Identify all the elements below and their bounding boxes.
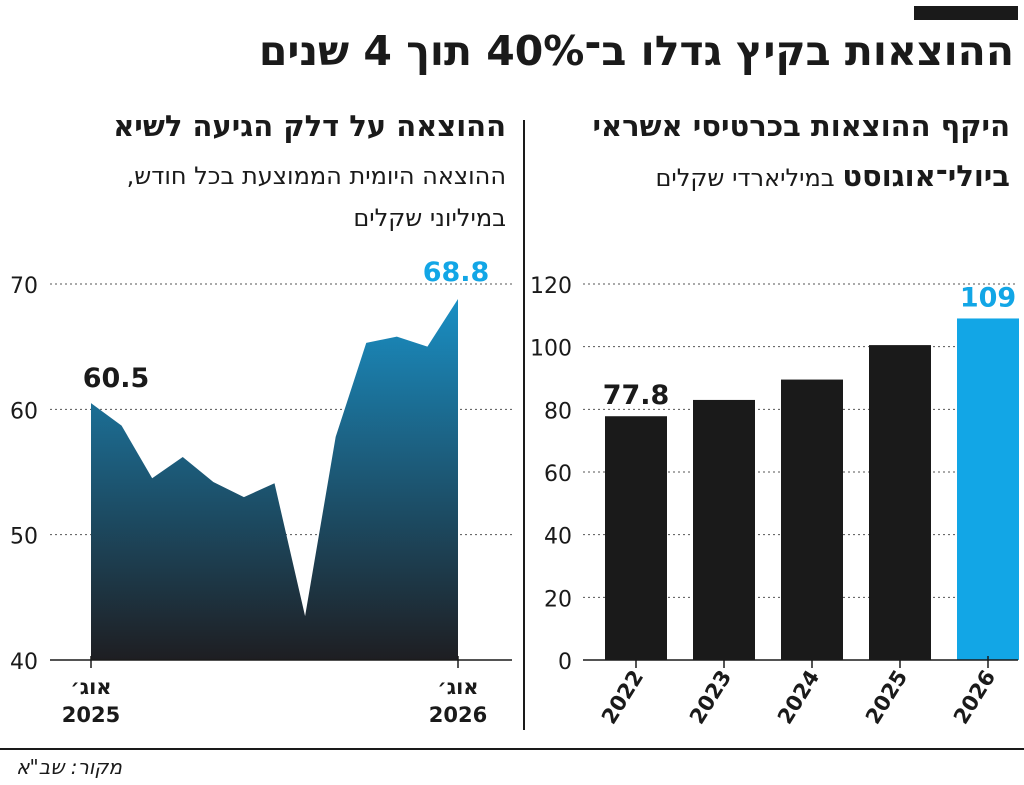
fuel-x-tick-label-year: 2026	[429, 703, 487, 727]
page-title: ההוצאות בקיץ גדלו ב־40% תוך 4 שנים	[258, 27, 1014, 75]
credit-bar	[693, 399, 755, 660]
fuel-chart-title: ההוצאה על דלק הגיעה לשיא	[113, 109, 506, 143]
credit-x-tick-label: 2026	[949, 666, 1000, 728]
credit-chart-title: היקף ההוצאות בכרטיסי אשראי	[592, 109, 1010, 143]
fuel-y-tick-label: 50	[10, 525, 38, 550]
fuel-chart-subtitle: ההוצאה היומית הממוצעת בכל חודש, במיליוני…	[127, 155, 506, 239]
credit-y-tick-label: 20	[544, 587, 572, 612]
fuel-data-point	[365, 342, 367, 344]
fuel-area-series	[91, 299, 458, 660]
fuel-data-point	[212, 481, 214, 483]
fuel-x-tick-label-month: אוג׳	[437, 675, 478, 699]
credit-data-label: 77.8	[603, 380, 670, 411]
credit-x-tick-label: 2023	[685, 666, 736, 728]
credit-bar	[869, 345, 931, 660]
top-accent-bar	[914, 6, 1018, 20]
credit-bar-chart: 0 20 40 60 80 100 120 2022 2023 2024 2025 2026 77.8 1…	[530, 274, 1019, 728]
credit-x-tick-label: 2024	[773, 666, 824, 728]
fuel-x-tick-label-year: 2025	[62, 703, 120, 727]
fuel-x-tick-label-month: אוג׳	[70, 675, 111, 699]
credit-bar	[605, 416, 667, 660]
fuel-data-label: 68.8	[423, 257, 490, 288]
fuel-data-point	[334, 436, 336, 438]
fuel-data-point	[304, 615, 306, 617]
fuel-data-point	[457, 298, 459, 300]
fuel-data-point	[120, 424, 122, 426]
footer-rule	[0, 748, 1024, 750]
credit-y-tick-label: 80	[544, 399, 572, 424]
credit-chart-subtitle-rest: במיליארדי שקלים	[655, 164, 843, 192]
source-note: מקור: שב"א	[16, 755, 122, 779]
fuel-y-tick-label: 60	[10, 399, 38, 424]
credit-y-tick-label: 120	[530, 274, 572, 299]
fuel-y-tick-label: 40	[10, 650, 38, 675]
credit-y-tick-label: 100	[530, 337, 572, 362]
fuel-data-point	[182, 456, 184, 458]
panel-divider	[523, 120, 525, 730]
fuel-data-point	[426, 345, 428, 347]
fuel-chart-subtitle-line1: ההוצאה היומית הממוצעת בכל חודש,	[126, 162, 506, 190]
fuel-data-point	[396, 335, 398, 337]
fuel-data-point	[151, 477, 153, 479]
fuel-data-point	[273, 482, 275, 484]
fuel-data-point	[243, 496, 245, 498]
credit-y-tick-label: 60	[544, 462, 572, 487]
credit-chart-panel: היקף ההוצאות בכרטיסי אשראי ביולי־אוגוסט …	[527, 109, 1024, 730]
fuel-y-tick-label: 70	[10, 274, 38, 299]
credit-bar	[957, 318, 1019, 660]
fuel-chart-subtitle-line2: במיליוני שקלים	[353, 204, 506, 232]
credit-chart-subtitle-bold: ביולי־אוגוסט	[842, 159, 1010, 193]
credit-y-tick-label: 40	[544, 525, 572, 550]
credit-x-tick-label: 2025	[861, 666, 912, 728]
fuel-data-point	[90, 402, 92, 404]
credit-chart-subtitle: ביולי־אוגוסט במיליארדי שקלים	[655, 155, 1010, 199]
fuel-chart-panel: ההוצאה על דלק הגיעה לשיא ההוצאה היומית ה…	[0, 109, 520, 730]
fuel-area-chart: 40 50 60 70 אוג׳ 2025 אוג׳ 2026 60.5 68.8	[10, 257, 512, 727]
credit-bar	[781, 379, 843, 660]
fuel-data-label: 60.5	[83, 363, 150, 394]
credit-x-tick-label: 2022	[597, 666, 648, 728]
credit-data-label: 109	[960, 282, 1016, 313]
credit-y-tick-label: 0	[558, 650, 572, 675]
